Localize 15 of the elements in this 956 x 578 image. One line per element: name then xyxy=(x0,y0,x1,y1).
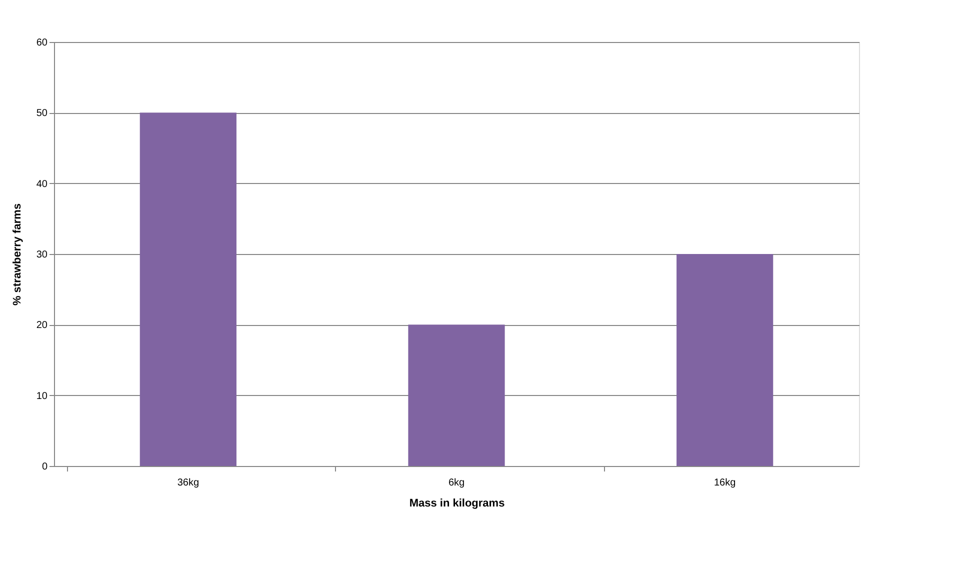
y-tick-label: 10 xyxy=(36,390,48,402)
x-tick-label: 6kg xyxy=(448,478,465,488)
y-tick-label: 30 xyxy=(36,250,48,260)
x-axis-title: Mass in kilograms xyxy=(409,498,505,510)
x-tick-label: 36kg xyxy=(177,478,200,488)
y-tick-label: 0 xyxy=(42,462,48,472)
bar xyxy=(140,112,236,466)
bar xyxy=(676,254,774,466)
bar xyxy=(408,324,505,466)
y-tick-label: 60 xyxy=(36,38,48,48)
y-tick-label: 50 xyxy=(36,108,48,120)
y-tick-label: 40 xyxy=(36,178,48,190)
x-tick-label: 16kg xyxy=(714,478,736,488)
y-tick-label: 20 xyxy=(36,320,48,332)
y-axis-title: % strawberry farms xyxy=(11,203,24,306)
